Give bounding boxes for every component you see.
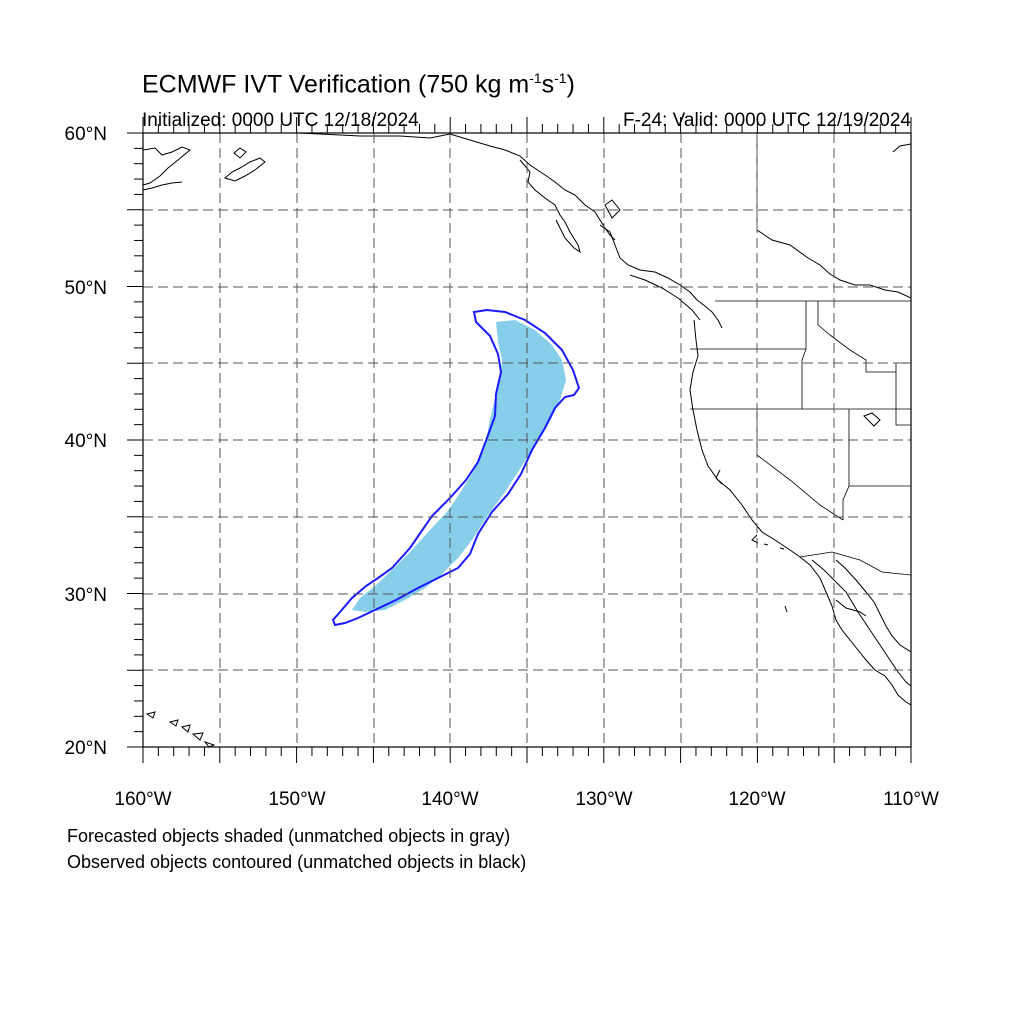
latitude-labels: 60°N 50°N 40°N 30°N 20°N bbox=[65, 124, 107, 759]
graticule bbox=[143, 133, 911, 747]
lon-label-160w: 160°W bbox=[114, 789, 171, 810]
lon-label-140w: 140°W bbox=[421, 789, 478, 810]
lat-label-30: 30°N bbox=[65, 585, 107, 606]
init-time-subtitle: Initialized: 0000 UTC 12/18/2024 bbox=[142, 110, 419, 131]
observed-object-contour bbox=[331, 308, 581, 627]
lon-label-130w: 130°W bbox=[575, 789, 632, 810]
chart-title: ECMWF IVT Verification (750 kg m-1s-1) bbox=[142, 70, 575, 99]
lon-label-120w: 120°W bbox=[728, 789, 785, 810]
longitude-labels: 160°W 150°W 140°W 130°W 120°W 110°W bbox=[114, 789, 939, 810]
lat-label-20: 20°N bbox=[65, 738, 107, 759]
axis-ticks bbox=[127, 117, 912, 763]
coastlines bbox=[143, 133, 911, 747]
lat-label-40: 40°N bbox=[65, 431, 107, 452]
footnote-observed: Observed objects contoured (unmatched ob… bbox=[67, 852, 527, 872]
footnote-forecast: Forecasted objects shaded (unmatched obj… bbox=[67, 826, 511, 846]
forecast-object-shaded bbox=[352, 320, 566, 612]
valid-time-subtitle: F-24: Valid: 0000 UTC 12/19/2024 bbox=[623, 110, 911, 131]
lon-label-150w: 150°W bbox=[268, 789, 325, 810]
lat-label-50: 50°N bbox=[65, 278, 107, 299]
lon-label-110w: 110°W bbox=[883, 789, 939, 810]
lat-label-60: 60°N bbox=[65, 124, 107, 145]
political-borders bbox=[690, 133, 911, 576]
